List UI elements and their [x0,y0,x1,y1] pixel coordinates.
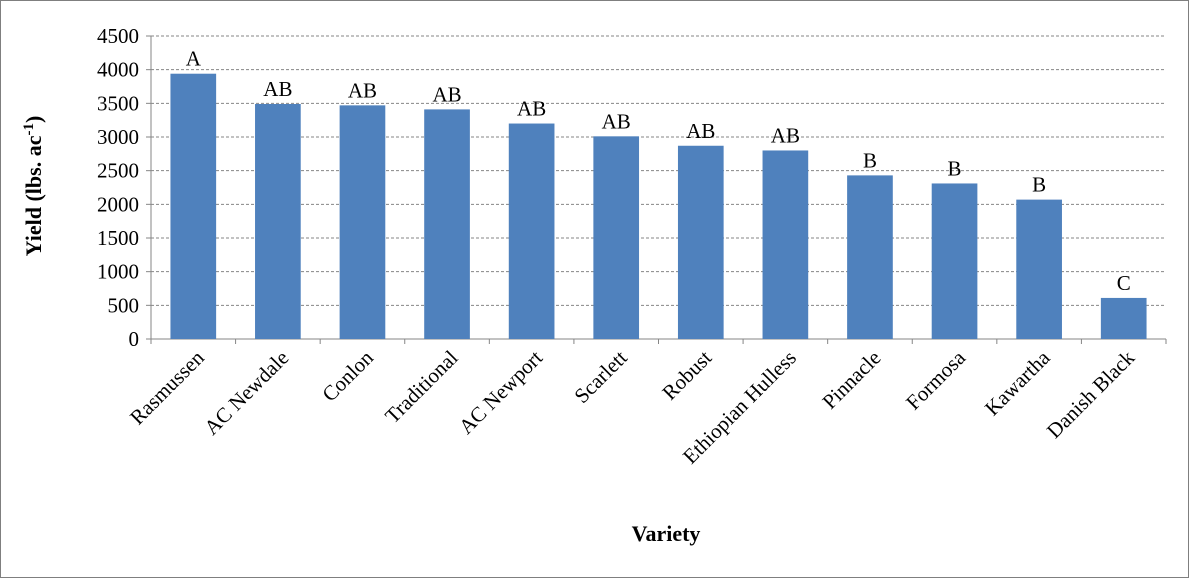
bar [255,104,301,339]
x-tick-label: Conlon [317,345,378,406]
significance-letter: AB [263,77,292,101]
bar [424,109,470,339]
y-tick-label: 1000 [97,260,139,284]
y-axis-title-main: Yield (lbs. ac [21,135,46,256]
x-tick-label: Kawartha [980,345,1055,420]
significance-letter: AB [517,97,546,121]
bar [677,145,724,339]
significance-letter: AB [348,78,377,102]
significance-letter: AB [771,123,800,147]
y-axis-title: Yield (lbs. ac-1) [21,116,46,257]
bars [170,73,1147,340]
bar [508,123,555,340]
gridlines [151,35,1166,306]
significance-labels: A AB AB AB AB AB AB AB B B B C [186,47,1131,295]
bar [170,73,217,339]
axes [146,35,1167,344]
significance-letter: AB [686,119,715,143]
y-tick-label: 2500 [97,159,139,183]
significance-letter: AB [432,82,461,106]
y-axis-title-superscript: -1 [21,123,37,136]
significance-letter: AB [602,109,631,133]
bar [762,150,809,339]
bar [931,183,978,339]
significance-letter: B [863,148,877,172]
bar [1100,297,1147,339]
y-tick-label: 0 [129,327,140,351]
significance-letter: A [186,47,202,71]
y-tick-label: 1500 [97,226,139,250]
bar [339,105,386,339]
x-tick-label: Rasmussen [125,345,209,429]
x-axis-title: Variety [632,521,701,546]
significance-letter: B [1032,173,1046,197]
y-axis-title-close: ) [21,116,46,123]
x-tick-label: AC Newdale [199,346,293,440]
y-tick-label: 500 [108,293,140,317]
x-tick-label: Traditional [380,345,463,428]
bar [1016,199,1062,339]
bar [847,175,893,339]
x-tick-label: Scarlett [569,345,631,407]
y-tick-labels: 0 500 1000 1500 2000 2500 3000 3500 4000 4500 [97,24,139,351]
x-tick-label: AC Newport [454,345,547,438]
x-tick-label: Pinnacle [817,346,885,414]
y-tick-label: 3500 [97,91,139,115]
y-tick-label: 4000 [97,58,139,82]
y-tick-label: 2000 [97,192,139,216]
significance-letter: B [948,156,962,180]
significance-letter: C [1117,271,1131,295]
x-tick-label: Danish Black [1042,345,1140,443]
bar [593,136,640,339]
y-tick-label: 3000 [97,125,139,149]
y-tick-label: 4500 [97,24,139,48]
x-tick-label: Robust [657,345,716,404]
x-tick-label: Formosa [901,345,970,414]
